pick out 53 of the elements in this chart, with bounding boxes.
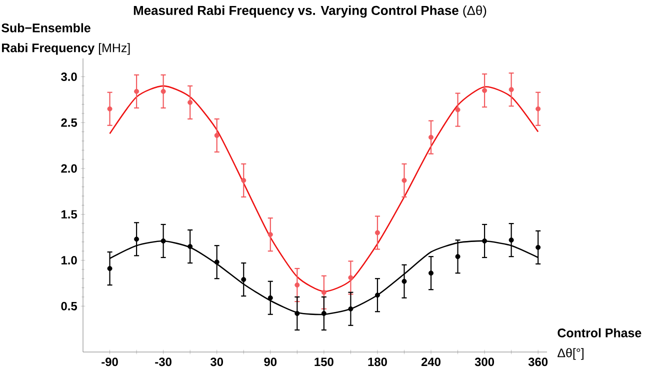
point	[241, 178, 246, 183]
point	[482, 88, 488, 94]
x-tick-label: 180	[368, 358, 387, 366]
line-series	[109, 240, 539, 316]
point	[160, 88, 166, 94]
point	[214, 132, 220, 138]
point	[188, 100, 193, 105]
y-tick-label: 0.5	[61, 302, 78, 310]
point	[134, 236, 140, 242]
y-axis-title: Sub−Ensemble Rabi Frequency [MHz]	[2, 23, 130, 55]
point	[374, 292, 380, 298]
point	[160, 238, 166, 244]
x-tick-label: 360	[528, 358, 548, 366]
point	[348, 306, 354, 312]
point	[508, 238, 514, 243]
y-tick-label: 2.5	[61, 118, 78, 127]
point	[374, 230, 380, 236]
x-tick-label: 240	[421, 358, 440, 366]
point	[455, 107, 460, 112]
point	[294, 282, 300, 288]
point	[268, 232, 273, 238]
y-tick-label: 3.0	[61, 72, 77, 81]
y-tick-label: 1.5	[61, 210, 78, 219]
point	[455, 254, 460, 260]
y-tick-label: 2.0	[61, 164, 77, 173]
chart-title: Measured Rabi Frequency vs. Varying Control Phase (Δθ)	[134, 6, 486, 18]
x-tick-label: -30	[155, 358, 172, 366]
point	[107, 106, 112, 112]
point	[214, 260, 220, 265]
x-tick-label: 90	[264, 358, 277, 366]
point	[321, 310, 326, 316]
x-tick-label: -90	[102, 358, 118, 366]
point	[402, 278, 407, 284]
x-tick-label: 150	[314, 358, 334, 366]
point	[241, 277, 246, 282]
point	[428, 134, 434, 140]
point	[402, 178, 407, 183]
point	[482, 238, 488, 244]
point	[188, 244, 193, 249]
x-tick-label: 30	[210, 358, 224, 366]
point	[428, 270, 434, 276]
point	[536, 244, 541, 250]
point	[134, 88, 140, 94]
x-axis-title: Control Phase Δθ[°]	[558, 328, 642, 360]
point	[536, 106, 541, 112]
y-tick-label: 1.0	[61, 256, 77, 264]
point	[508, 87, 514, 92]
point	[268, 295, 273, 300]
point	[107, 266, 112, 272]
point	[348, 275, 354, 280]
x-tick-label: 300	[474, 358, 494, 366]
point	[321, 290, 326, 295]
point	[294, 310, 300, 316]
